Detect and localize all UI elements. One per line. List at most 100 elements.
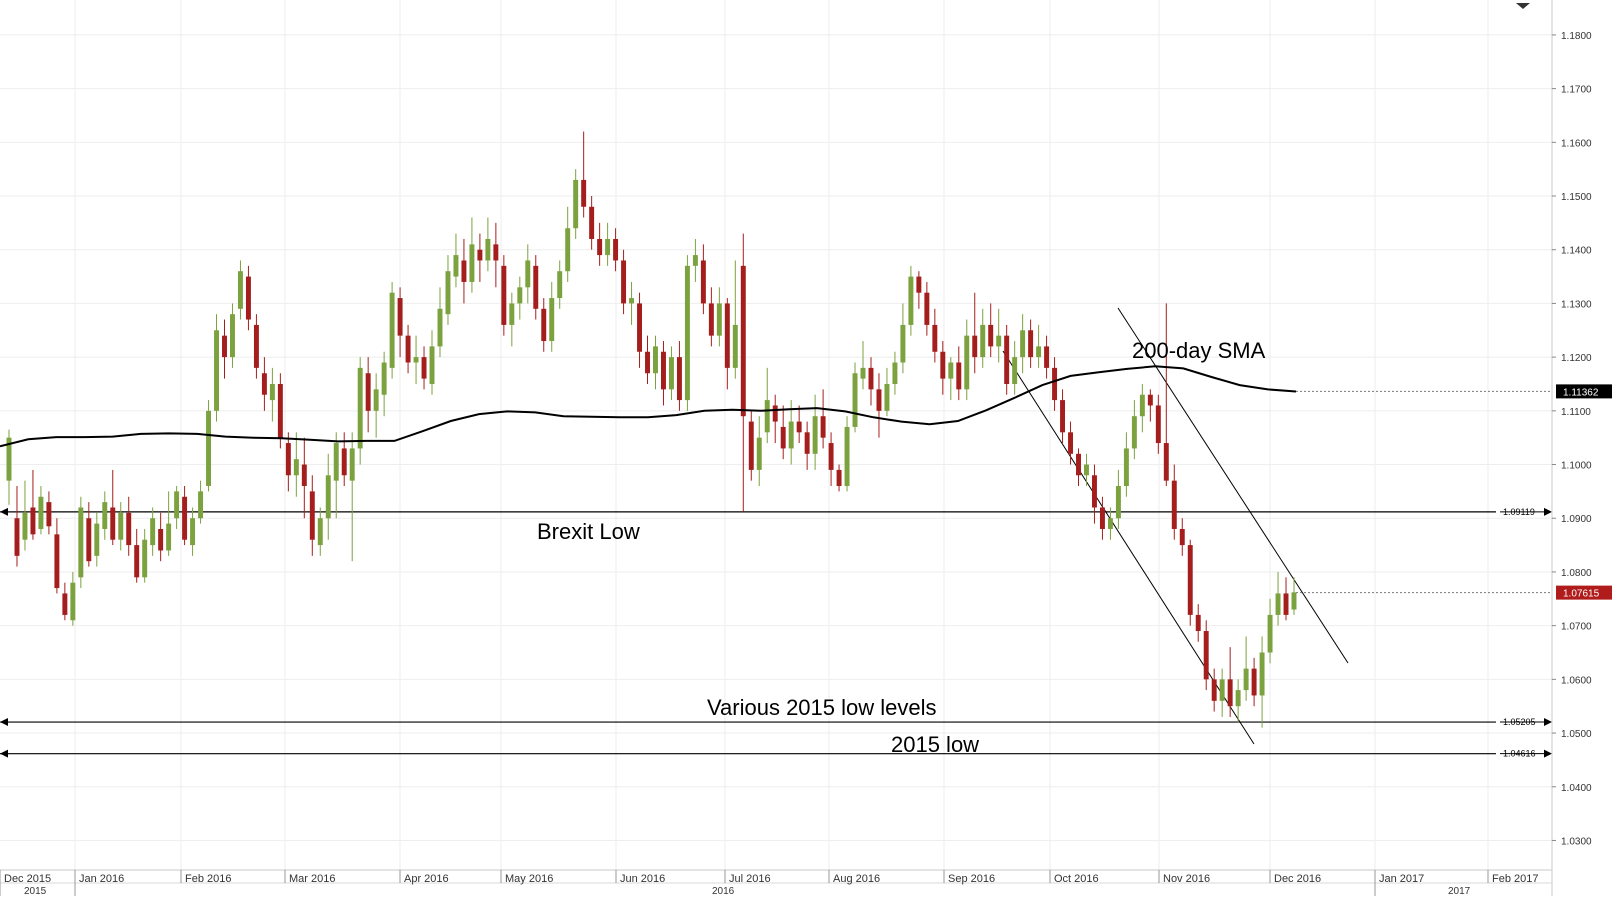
candle-body-up [1123, 448, 1129, 487]
candle [1115, 469, 1121, 529]
candle [78, 496, 84, 589]
candle [676, 341, 682, 411]
candle [134, 528, 140, 583]
candle-body-down [62, 593, 68, 615]
candle-body-down [613, 238, 619, 261]
candle [1187, 539, 1193, 626]
annotation-2015-low: 2015 low [891, 732, 979, 757]
candle [166, 491, 172, 556]
candle-body-up [70, 582, 76, 621]
candle [1036, 324, 1042, 368]
horizontal-levels: 1.09119 1.05205 1.04616 [0, 507, 1552, 759]
candle [317, 507, 323, 556]
candle-body-up [445, 271, 451, 315]
y-tick-label: 1.0400 [1561, 783, 1592, 794]
candle-body-down [86, 518, 92, 562]
candle-body-down [940, 351, 946, 379]
candle [597, 222, 603, 266]
y-tick-label: 1.0800 [1561, 568, 1592, 579]
candle-body-up [198, 491, 204, 519]
candle-body-down [1147, 394, 1153, 406]
candle [493, 222, 499, 288]
candle-body-up [437, 308, 443, 347]
candle-body-down [54, 534, 60, 589]
candle [150, 507, 156, 556]
candle-body-up [1243, 668, 1249, 691]
candle [1099, 496, 1105, 540]
candle [1155, 394, 1161, 454]
candle [126, 496, 132, 556]
candle-body-up [1115, 486, 1121, 519]
candle [1291, 577, 1297, 615]
candle-body-down [868, 367, 874, 390]
candle-body-up [166, 523, 172, 551]
candle [142, 528, 148, 583]
candle-body-down [285, 443, 291, 476]
candle-body-up [756, 437, 762, 470]
candle [485, 217, 491, 272]
candle [820, 389, 826, 449]
x-tick-label: Jan 2017 [1379, 873, 1424, 885]
candle [756, 416, 762, 487]
candle [70, 571, 76, 626]
candle-body-down [1060, 400, 1066, 433]
candle [501, 255, 507, 336]
candle [6, 429, 12, 505]
axes [0, 0, 1553, 896]
candle [573, 169, 579, 239]
candle [828, 432, 834, 487]
candle-body-up [812, 416, 818, 454]
candle-body-down [708, 303, 714, 336]
candle [1020, 314, 1026, 374]
candle-body-up [78, 507, 84, 578]
candle [1076, 448, 1081, 487]
candle [46, 491, 52, 535]
candle [381, 351, 387, 417]
candle [429, 330, 435, 395]
candle [549, 281, 555, 352]
candle [1211, 668, 1217, 712]
x-tick-label: Feb 2017 [1492, 873, 1538, 885]
candle-body-up [764, 400, 770, 433]
candle-body-up [1020, 330, 1026, 358]
candle-body-up [653, 346, 658, 374]
candle-body-down [724, 303, 730, 368]
candle [772, 394, 778, 444]
candle [198, 480, 204, 524]
candle-body-up [6, 437, 12, 481]
candle [333, 432, 339, 519]
candle [357, 357, 363, 465]
candle-body-up [373, 389, 379, 411]
candle [653, 335, 658, 390]
candle [54, 518, 60, 594]
candle-body-down [397, 298, 403, 336]
candle-body-up [565, 228, 571, 272]
candle-body-up [517, 287, 523, 304]
y-tick-label: 1.0300 [1561, 836, 1592, 847]
candle [724, 298, 730, 390]
candle [509, 292, 515, 347]
candle [1060, 389, 1066, 444]
candle [469, 217, 475, 293]
candle [581, 131, 587, 218]
x-tick-label: Aug 2016 [833, 873, 880, 885]
candle [190, 507, 196, 556]
x-tick-label: Apr 2016 [404, 873, 449, 885]
candle [1131, 400, 1137, 460]
candle-body-down [1091, 475, 1097, 508]
candle-body-down [740, 265, 746, 417]
chevron-down-icon[interactable] [1516, 3, 1530, 9]
candle [38, 486, 44, 535]
candle [1267, 598, 1273, 664]
annotation-200-day-sma: 200-day SMA [1132, 338, 1266, 363]
candle-body-up [629, 298, 635, 304]
x-tick-label: Jan 2016 [79, 873, 124, 885]
candle-body-down [700, 260, 706, 304]
candle [924, 281, 930, 336]
candle-body-up [206, 410, 212, 487]
candle [118, 502, 124, 551]
arrow-left-icon [0, 749, 8, 758]
candle-body-down [301, 464, 307, 487]
